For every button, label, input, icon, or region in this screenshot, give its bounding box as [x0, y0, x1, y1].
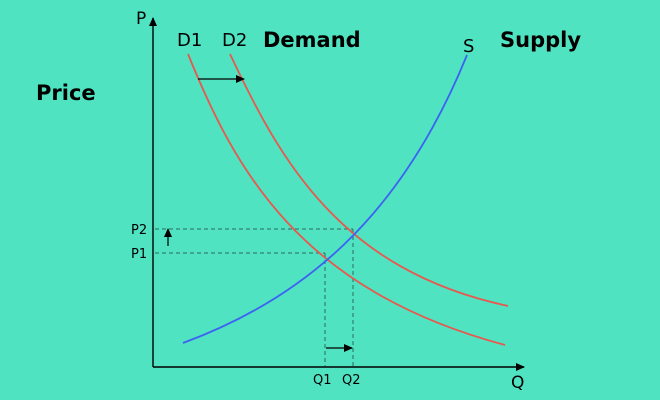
demand-curve-d1 [187, 53, 506, 346]
q1-tick-label: Q1 [313, 373, 332, 388]
demand-curve-d2 [229, 53, 509, 307]
d2-label: D2 [222, 30, 247, 51]
demand-heading: Demand [263, 28, 361, 52]
supply-heading: Supply [500, 28, 581, 52]
p2-tick-label: P2 [131, 223, 147, 238]
d1-label: D1 [177, 30, 202, 51]
p1-tick-label: P1 [131, 247, 147, 262]
q2-tick-label: Q2 [342, 373, 361, 388]
supply-curve-s [182, 54, 468, 344]
s-label: S [463, 36, 474, 57]
price-heading: Price [36, 81, 96, 105]
y-axis-label: P [136, 9, 146, 29]
x-axis-label: Q [511, 373, 524, 393]
